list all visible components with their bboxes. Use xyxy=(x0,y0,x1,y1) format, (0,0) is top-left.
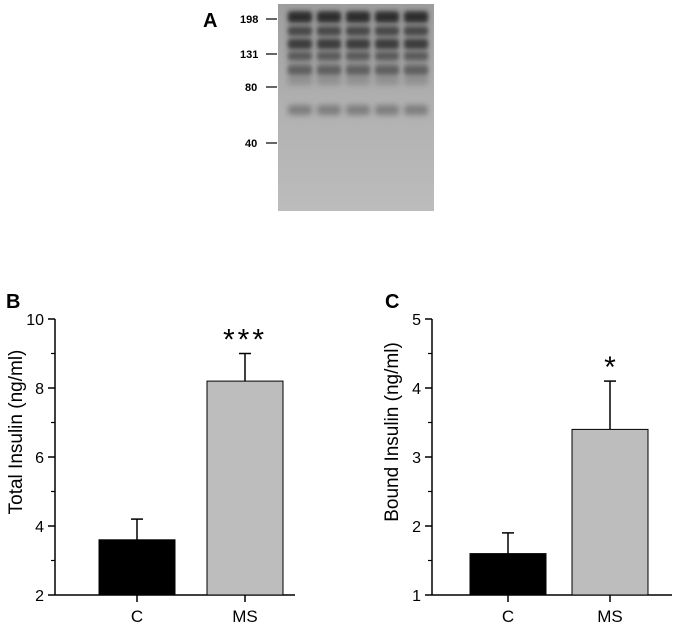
y-tick-label: 10 xyxy=(26,312,44,329)
gel-band xyxy=(375,52,399,60)
gel-band xyxy=(346,65,370,75)
y-tick-label: 2 xyxy=(35,588,44,605)
gel-band xyxy=(317,52,341,60)
gel-band xyxy=(317,105,341,115)
gel-band xyxy=(404,52,428,60)
gel-band xyxy=(375,65,399,75)
x-tick-label: MS xyxy=(597,607,623,626)
gel-band xyxy=(375,105,399,115)
x-tick-label: MS xyxy=(232,607,258,626)
panel-b: B Total Insulin (ng/ml) 2 4 6 8 10 C MS *** xyxy=(6,291,295,626)
significance-marker: *** xyxy=(223,324,267,357)
x-tick-label: C xyxy=(502,607,514,626)
gel-lane xyxy=(288,10,312,115)
y-tick-label: 1 xyxy=(412,588,421,605)
gel-band xyxy=(404,39,428,49)
gel-band xyxy=(288,65,312,75)
gel-band xyxy=(317,65,341,75)
gel-band xyxy=(375,11,399,23)
gel-band xyxy=(404,105,428,115)
panel-c-label: C xyxy=(385,291,399,313)
gel-band xyxy=(317,11,341,23)
marker-label-198: 198 xyxy=(240,14,258,26)
gel-lanes xyxy=(288,10,428,115)
gel-lane xyxy=(404,10,428,115)
gel-band xyxy=(346,105,370,115)
bar-c xyxy=(98,539,176,596)
y-tick-label: 2 xyxy=(412,519,421,536)
gel-band xyxy=(375,39,399,49)
marker-label-80: 80 xyxy=(245,82,257,94)
gel-band xyxy=(404,11,428,23)
gel-band xyxy=(375,26,399,36)
panel-a-label: A xyxy=(203,10,217,32)
gel-lane xyxy=(375,10,399,115)
panel-c-y-axis-title: Bound Insulin (ng/ml) xyxy=(382,342,403,522)
gel-band xyxy=(404,65,428,75)
panel-c-chart: 1 2 3 4 5 C MS * xyxy=(412,312,672,626)
y-tick-label: 4 xyxy=(412,381,421,398)
gel-band xyxy=(288,105,312,115)
gel-band xyxy=(346,52,370,60)
y-tick-label: 6 xyxy=(35,450,44,467)
gel-band xyxy=(317,26,341,36)
significance-marker: * xyxy=(604,351,616,384)
panel-b-chart: 2 4 6 8 10 C MS *** xyxy=(26,312,295,626)
x-tick-label: C xyxy=(131,607,143,626)
gel-band xyxy=(288,11,312,23)
panel-b-y-axis-title: Total Insulin (ng/ml) xyxy=(6,350,27,515)
bar-c xyxy=(469,553,547,596)
gel-band xyxy=(288,39,312,49)
bar-ms xyxy=(206,380,284,596)
y-tick-label: 4 xyxy=(35,519,44,536)
y-tick-label: 5 xyxy=(412,312,421,329)
y-tick-label: 3 xyxy=(412,450,421,467)
gel-band xyxy=(346,39,370,49)
gel-band xyxy=(404,26,428,36)
gel-band xyxy=(288,52,312,60)
y-tick-label: 8 xyxy=(35,381,44,398)
gel-band xyxy=(288,26,312,36)
gel-band xyxy=(346,11,370,23)
marker-label-40: 40 xyxy=(245,138,257,150)
gel-band xyxy=(317,39,341,49)
mw-markers: 198 131 80 40 xyxy=(240,14,277,150)
panel-a: A 198 131 80 40 xyxy=(203,4,434,211)
marker-label-131: 131 xyxy=(240,49,258,61)
panel-b-label: B xyxy=(6,291,20,313)
gel-lane xyxy=(317,10,341,115)
bar-ms xyxy=(571,428,649,596)
gel-lane xyxy=(346,10,370,115)
gel-band xyxy=(346,26,370,36)
